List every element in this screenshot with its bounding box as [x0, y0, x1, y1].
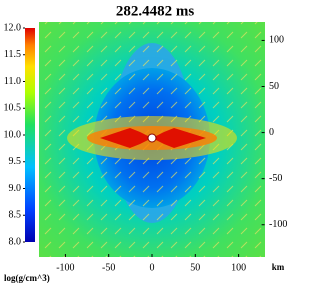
x-tick-label: 100	[231, 262, 246, 273]
x-tick-label: 50	[190, 262, 200, 273]
colorbar-tick-label: 8.0	[9, 236, 22, 247]
chart: 282.4482 ms km log(g/cm^3) -100 -50 0 50 100…	[4, 3, 288, 283]
x-tick-label: -100	[56, 262, 74, 273]
density-field	[39, 22, 265, 257]
x-tick-label: -50	[102, 262, 115, 273]
x-tick-label: 0	[150, 262, 155, 273]
colorbar-tick-label: 10.5	[4, 103, 22, 114]
page: {"chart_data": {"type": "heatmap", "titl…	[3, 3, 288, 284]
colorbar-label: log(g/cm^3)	[4, 273, 50, 283]
y-tick-label: -100	[269, 219, 287, 230]
chart-title: 282.4482 ms	[116, 3, 194, 19]
colorbar-tick-label: 11.5	[4, 49, 21, 60]
y-tick-label: 50	[269, 81, 279, 92]
colorbar-tick-label: 8.5	[9, 210, 22, 221]
y-tick-label: -50	[269, 173, 282, 184]
colorbar-tick-label: 11.0	[4, 76, 21, 87]
y-tick-label: 0	[269, 127, 274, 138]
colorbar-tick-label: 9.5	[9, 156, 22, 167]
colorbar-tick-label: 9.0	[9, 183, 22, 194]
colorbar	[25, 28, 35, 242]
x-unit: km	[272, 262, 285, 272]
colorbar-tick-label: 10.0	[4, 129, 22, 140]
colorbar-tick-label: 12.0	[4, 22, 22, 33]
y-tick-label: 100	[269, 35, 284, 46]
